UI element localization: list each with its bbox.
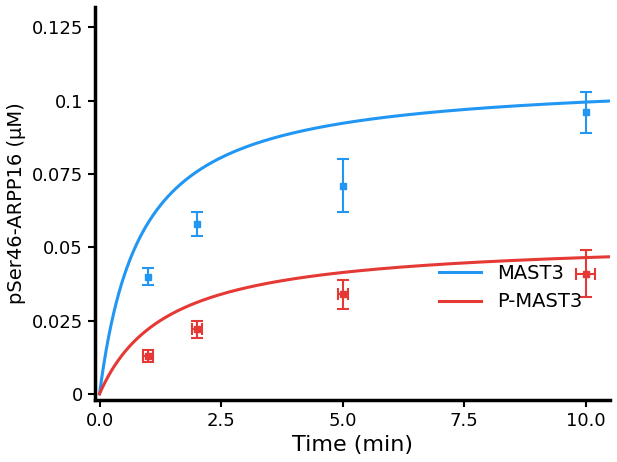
Legend: MAST3, P-MAST3: MAST3, P-MAST3 xyxy=(431,256,590,319)
X-axis label: Time (min): Time (min) xyxy=(292,435,413,455)
Y-axis label: pSer46-ARPP16 (μM): pSer46-ARPP16 (μM) xyxy=(7,103,26,304)
